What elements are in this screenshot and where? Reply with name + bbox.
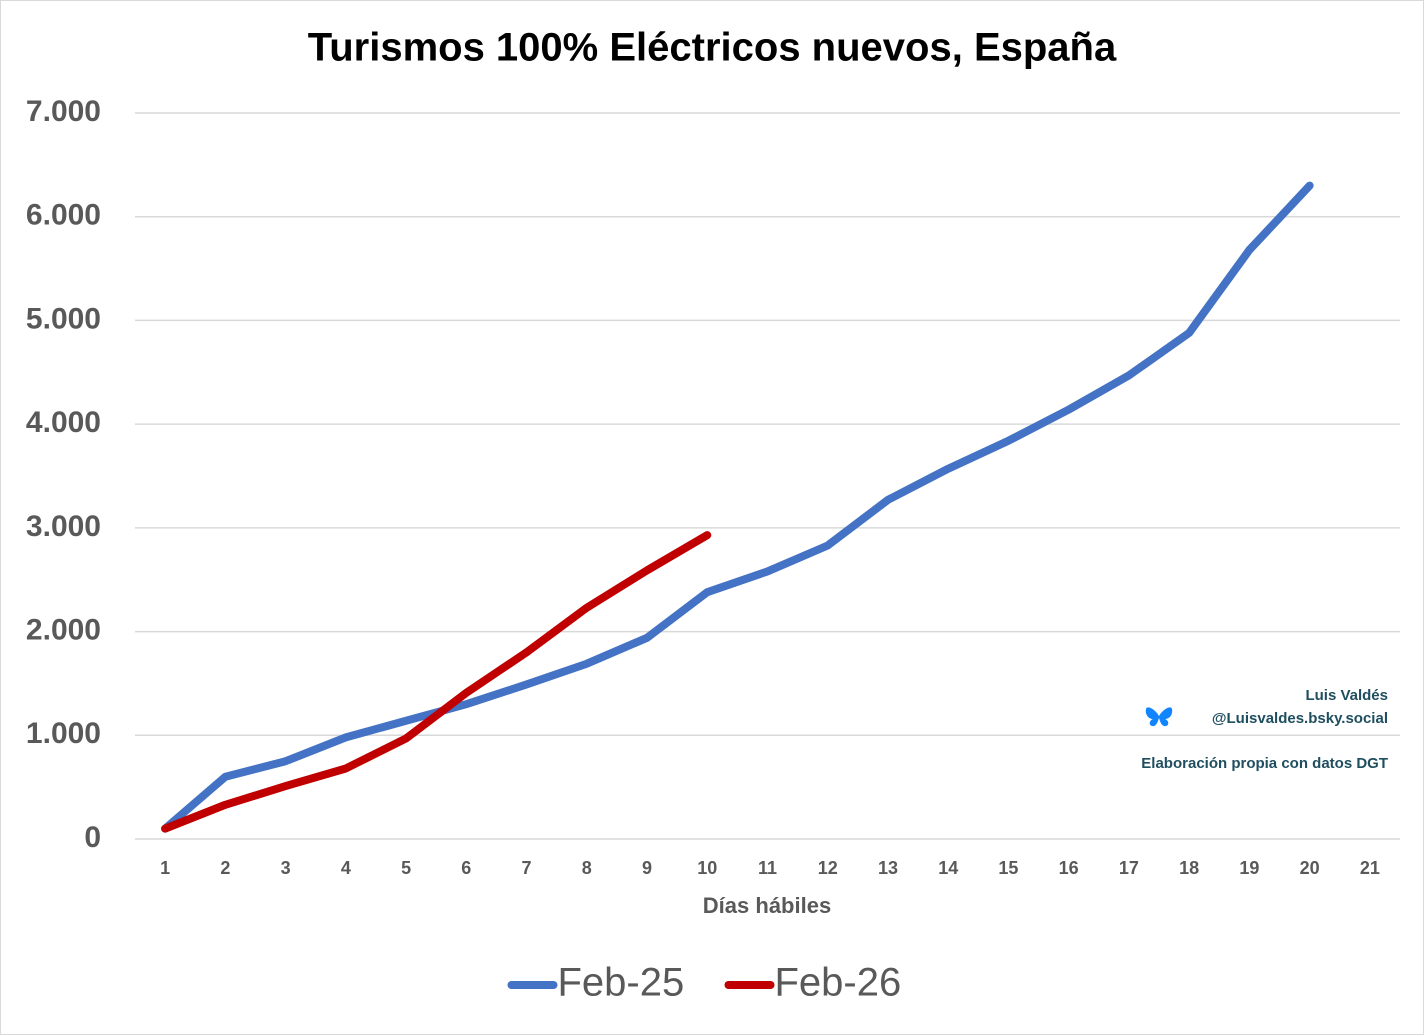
- x-tick-label: 1: [160, 858, 170, 878]
- x-tick-label: 13: [878, 858, 898, 878]
- y-tick-label: 6.000: [26, 199, 101, 232]
- handle: @Luisvaldes.bsky.social: [1212, 710, 1388, 727]
- x-tick-label: 14: [938, 858, 958, 878]
- x-axis-label: Días hábiles: [703, 893, 831, 918]
- x-tick-label: 18: [1179, 858, 1199, 878]
- legend-label: Feb-26: [775, 961, 902, 1005]
- series-line: [161, 531, 712, 833]
- y-tick-label: 0: [84, 821, 101, 854]
- series-line: [161, 181, 1314, 833]
- y-tick-label: 3.000: [26, 510, 101, 543]
- x-tick-label: 20: [1300, 858, 1320, 878]
- x-tick-label: 16: [1059, 858, 1079, 878]
- chart-title: Turismos 100% Eléctricos nuevos, España: [308, 26, 1117, 70]
- x-tick-label: 5: [401, 858, 411, 878]
- y-tick-label: 1.000: [26, 717, 101, 750]
- x-tick-label: 6: [461, 858, 471, 878]
- x-tick-label: 4: [341, 858, 351, 878]
- author: Luis Valdés: [1305, 687, 1388, 704]
- source: Elaboración propia con datos DGT: [1141, 755, 1388, 772]
- x-tick-label: 7: [522, 858, 532, 878]
- x-tick-label: 10: [697, 858, 717, 878]
- x-tick-label: 9: [642, 858, 652, 878]
- x-tick-label: 21: [1360, 858, 1380, 878]
- x-tick-label: 19: [1239, 858, 1259, 878]
- x-tick-label: 11: [758, 858, 777, 878]
- legend-label: Feb-25: [558, 961, 685, 1005]
- y-tick-label: 4.000: [26, 406, 101, 439]
- x-tick-label: 15: [998, 858, 1018, 878]
- y-tick-label: 5.000: [26, 302, 101, 335]
- y-tick-label: 2.000: [26, 613, 101, 646]
- x-tick-label: 12: [818, 858, 838, 878]
- y-tick-label: 7.000: [26, 95, 101, 128]
- x-tick-label: 8: [582, 858, 592, 878]
- x-tick-label: 3: [281, 858, 291, 878]
- x-tick-label: 17: [1119, 858, 1139, 878]
- butterfly-icon: [1145, 707, 1173, 727]
- x-tick-label: 2: [220, 858, 230, 878]
